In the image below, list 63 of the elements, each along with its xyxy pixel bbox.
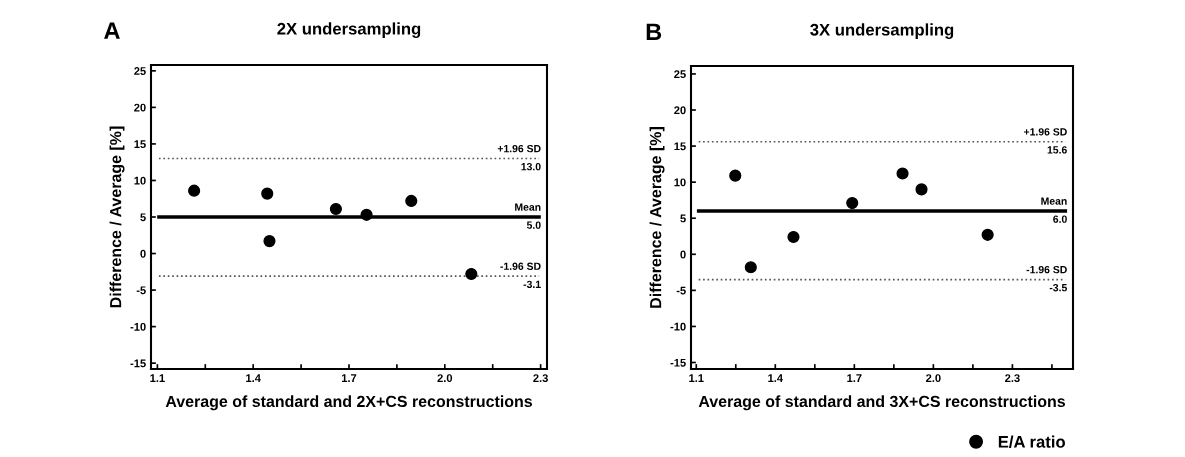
y-tick-label: -15: [670, 358, 686, 367]
point: [787, 230, 800, 244]
ref-line-label: +1.96 SD: [1023, 128, 1067, 136]
y-axis-title: Difference / Average [%]: [649, 127, 665, 308]
legend-label: E/A ratio: [998, 435, 1065, 448]
y-tick-label: 5: [680, 214, 686, 223]
annotation: 5.0: [526, 221, 541, 229]
point: [981, 228, 994, 241]
x-axis-title: Average of standard and 3X+CS reconstructions: [698, 395, 1066, 411]
y-tick-label: 0: [140, 249, 146, 258]
y-tick-label: 10: [674, 178, 686, 187]
ref-line-label: Mean: [515, 203, 541, 211]
annotation: 13.0: [521, 162, 541, 171]
point: [744, 261, 757, 274]
x-tick-label: 1.4: [246, 374, 261, 382]
ref-line-label: +1.96 SD: [497, 144, 541, 153]
y-tick-label: 15: [674, 142, 686, 151]
point: [896, 167, 909, 180]
point: [261, 187, 274, 200]
y-tick-label: 5: [140, 213, 146, 222]
y-tick-label: 10: [134, 176, 146, 185]
x-tick-label: 2.3: [533, 374, 548, 383]
x-tick-label: 1.7: [847, 374, 862, 382]
y-tick-label: 25: [674, 70, 686, 79]
y-tick-label: -15: [130, 359, 146, 368]
x-tick-label: 1.1: [689, 374, 704, 382]
text: A: [104, 22, 120, 39]
y-tick-label: 20: [674, 106, 686, 115]
y-tick-label: -10: [130, 322, 146, 331]
x-tick-label: 1.7: [341, 374, 357, 382]
point: [915, 183, 928, 196]
ref-line-label: -1.96 SD: [500, 262, 541, 270]
point: [263, 235, 276, 248]
y-tick-label: 25: [134, 67, 146, 75]
y-tick-label: 20: [134, 103, 146, 112]
point: [846, 196, 859, 210]
y-tick-label: -5: [676, 286, 686, 295]
x-tick-label: 2.0: [926, 374, 941, 383]
y-tick-label: 0: [680, 250, 686, 259]
y-tick-label: -10: [670, 322, 686, 331]
x-axis-title: Average of standard and 2X+CS reconstructions: [165, 395, 533, 411]
x-tick-label: 1.1: [150, 374, 165, 382]
x-tick-label: 1.4: [768, 374, 783, 382]
chart-title: 2X undersampling: [277, 22, 421, 38]
annotation: 6.0: [1053, 215, 1067, 223]
y-tick-label: -5: [136, 286, 146, 295]
text: B: [646, 23, 662, 40]
annotation: -3.1: [523, 280, 541, 289]
x-tick-label: 2.0: [437, 374, 453, 383]
point: [329, 202, 342, 216]
x-tick-label: 2.3: [1005, 374, 1020, 383]
point: [188, 184, 201, 197]
y-tick-label: 15: [134, 140, 146, 149]
point: [360, 208, 373, 221]
point: [465, 267, 478, 281]
annotation: 15.6: [1047, 146, 1067, 154]
point: [405, 194, 418, 207]
ref-line-label: Mean: [1041, 197, 1067, 205]
point: [729, 169, 742, 182]
ref-line-label: -1.96 SD: [1026, 265, 1067, 274]
y-axis-title: Difference / Average [%]: [109, 126, 125, 308]
chart-title: 3X undersampling: [810, 23, 954, 39]
annotation: -3.5: [1049, 283, 1067, 292]
